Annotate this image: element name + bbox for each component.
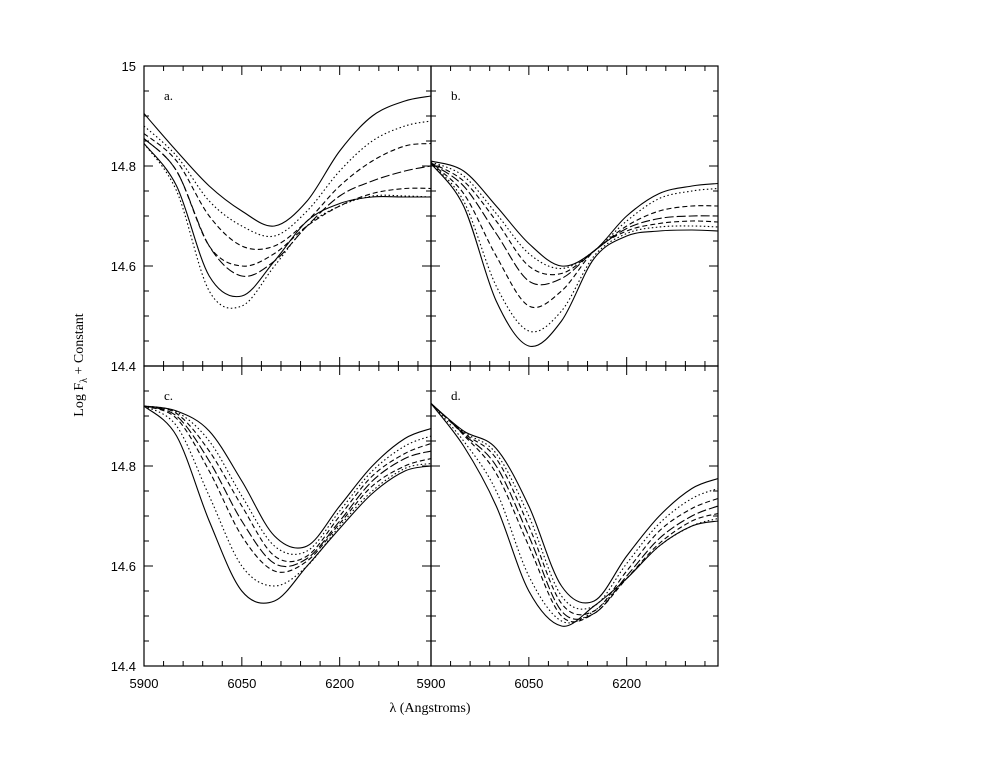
x-tick-label: 6200: [325, 676, 354, 691]
panel-label: b.: [451, 88, 461, 103]
y-axis-title-sub: λ: [79, 378, 90, 383]
panel-label: c.: [164, 388, 173, 403]
series-line-1: [144, 95, 431, 227]
x-tick-label: 6050: [514, 676, 543, 691]
x-tick-label: 5900: [130, 676, 159, 691]
panel-frame: [430, 365, 719, 667]
series-line-5: [144, 405, 431, 573]
series-line-4: [144, 138, 431, 277]
y-tick-label: 14.4: [111, 359, 136, 374]
y-tick-label: 14.8: [111, 459, 136, 474]
x-tick-label: 5900: [417, 676, 446, 691]
series-line-3: [431, 403, 718, 616]
x-tick-label: 6200: [612, 676, 641, 691]
y-tick-label: 14.4: [111, 659, 136, 674]
axes-text-group: λ (Angstroms) Log Fλ + Constant: [72, 313, 471, 716]
series-line-5: [144, 138, 431, 267]
curves-group: [431, 403, 718, 627]
y-axis-title: Log Fλ + Constant: [72, 313, 90, 416]
series-line-7: [431, 163, 718, 348]
curves-group: [431, 160, 718, 348]
series-line-6: [144, 405, 431, 587]
series-line-2: [144, 120, 431, 238]
series-line-4: [431, 403, 718, 620]
panel-frame: [430, 65, 719, 367]
panel-c: c. 14.8 14.6 14.4 5900 6050 6200: [111, 365, 432, 691]
series-line-7: [144, 143, 431, 298]
x-axis-title: λ (Angstroms): [389, 701, 470, 716]
panel-label: a.: [164, 88, 173, 103]
series-line-7: [144, 405, 431, 604]
y-tick-label: 14.6: [111, 559, 136, 574]
series-line-2: [431, 161, 718, 270]
series-line-1: [431, 403, 718, 604]
y-tick-label: 14.8: [111, 159, 136, 174]
y-axis-title-rest: + Constant: [72, 313, 87, 378]
series-line-3: [144, 405, 431, 563]
series-line-3: [431, 162, 718, 276]
panel-d: d. 5900 6050 6200: [417, 365, 719, 691]
series-line-1: [144, 405, 431, 549]
panels-group: a. 15 14.8 14.6 14.4 b. c. 14.8 14.6 14.4 5900 6050…: [111, 59, 719, 691]
series-line-2: [431, 403, 718, 610]
y-tick-label: 15: [122, 59, 136, 74]
panel-frame: [143, 365, 432, 667]
series-line-4: [431, 163, 718, 286]
series-line-6: [144, 143, 431, 309]
panel-frame: [143, 65, 432, 367]
curves-group: [144, 405, 431, 604]
panel-a: a. 15 14.8 14.6 14.4: [111, 59, 432, 374]
curves-group: [144, 95, 431, 309]
series-line-5: [431, 403, 718, 623]
y-tick-label: 14.6: [111, 259, 136, 274]
series-line-5: [431, 163, 718, 308]
panel-label: d.: [451, 388, 461, 403]
y-axis-title-main: Log F: [72, 383, 87, 417]
series-line-1: [431, 160, 718, 267]
series-line-4: [144, 405, 431, 568]
x-tick-label: 6050: [227, 676, 256, 691]
series-line-3: [144, 133, 431, 250]
series-line-7: [431, 403, 718, 627]
series-line-2: [144, 405, 431, 555]
panel-b: b.: [430, 65, 719, 367]
